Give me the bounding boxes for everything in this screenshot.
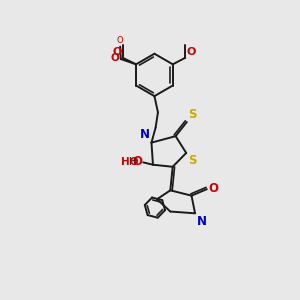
Text: S: S [188,154,196,167]
Text: N: N [140,128,150,141]
Text: HO: HO [121,158,138,167]
Text: S: S [188,108,196,121]
Text: O: O [132,155,142,168]
Text: H: H [129,157,136,167]
Text: O: O [208,182,218,195]
Text: O: O [110,53,119,63]
Text: O: O [112,47,122,57]
Text: O: O [117,37,124,46]
Text: O: O [186,47,196,57]
Text: N: N [197,215,207,228]
